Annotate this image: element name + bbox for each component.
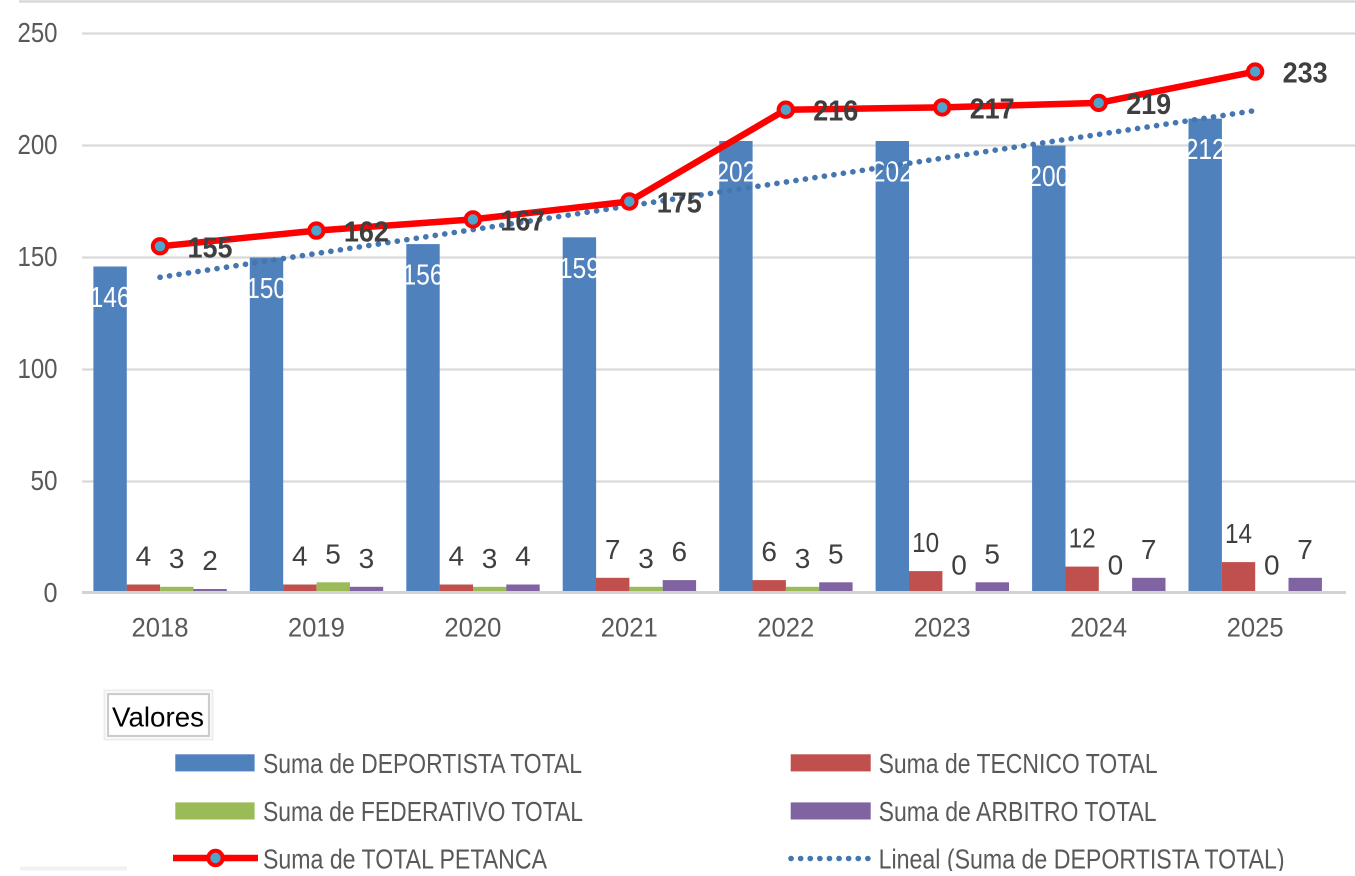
svg-text:10: 10 <box>912 527 939 558</box>
svg-text:Lineal (Suma de DEPORTISTA TOT: Lineal (Suma de DEPORTISTA TOTAL) <box>879 844 1285 872</box>
svg-text:0: 0 <box>1108 550 1124 581</box>
svg-text:150: 150 <box>246 273 287 305</box>
svg-text:200: 200 <box>1028 161 1069 193</box>
svg-text:2023: 2023 <box>914 613 971 643</box>
svg-text:0: 0 <box>1264 550 1280 581</box>
svg-text:Suma de TOTAL PETANCA: Suma de TOTAL PETANCA <box>263 844 547 872</box>
svg-text:146: 146 <box>90 282 131 314</box>
svg-text:167: 167 <box>500 205 545 237</box>
svg-text:3: 3 <box>795 543 811 574</box>
svg-text:200: 200 <box>18 129 58 160</box>
svg-text:4: 4 <box>136 541 152 572</box>
svg-text:2020: 2020 <box>444 613 501 643</box>
svg-text:4: 4 <box>449 541 465 572</box>
svg-text:Valores: Valores <box>112 702 204 733</box>
svg-text:3: 3 <box>482 543 498 574</box>
svg-text:7: 7 <box>1141 534 1157 565</box>
svg-text:217: 217 <box>970 93 1015 125</box>
svg-text:2025: 2025 <box>1227 613 1284 643</box>
svg-text:7: 7 <box>605 534 621 565</box>
svg-text:100: 100 <box>18 353 58 384</box>
svg-text:Suma de DEPORTISTA TOTAL: Suma de DEPORTISTA TOTAL <box>263 748 582 779</box>
svg-text:175: 175 <box>657 188 702 220</box>
svg-text:250: 250 <box>18 17 58 48</box>
svg-text:4: 4 <box>515 541 531 572</box>
svg-text:2024: 2024 <box>1070 613 1127 643</box>
svg-text:5: 5 <box>828 538 844 569</box>
svg-text:4: 4 <box>292 541 308 572</box>
svg-text:5: 5 <box>984 538 1000 569</box>
svg-text:6: 6 <box>761 536 777 567</box>
svg-text:Suma de TECNICO TOTAL: Suma de TECNICO TOTAL <box>879 748 1158 779</box>
svg-text:219: 219 <box>1126 89 1171 121</box>
svg-text:155: 155 <box>188 232 233 264</box>
svg-text:12: 12 <box>1069 523 1096 554</box>
svg-text:6: 6 <box>672 536 688 567</box>
svg-text:3: 3 <box>359 543 375 574</box>
svg-text:202: 202 <box>715 157 756 189</box>
svg-text:Suma de FEDERATIVO TOTAL: Suma de FEDERATIVO TOTAL <box>263 796 583 827</box>
svg-text:202: 202 <box>872 157 913 189</box>
svg-text:233: 233 <box>1283 58 1328 90</box>
svg-text:7: 7 <box>1297 534 1313 565</box>
svg-text:150: 150 <box>18 241 58 272</box>
svg-text:3: 3 <box>638 543 654 574</box>
svg-text:2019: 2019 <box>288 613 345 643</box>
svg-text:162: 162 <box>344 217 389 249</box>
svg-text:0: 0 <box>44 577 58 608</box>
svg-text:159: 159 <box>559 253 600 285</box>
svg-text:14: 14 <box>1225 518 1252 549</box>
svg-text:2018: 2018 <box>132 613 189 643</box>
svg-text:2022: 2022 <box>757 613 814 643</box>
svg-text:2: 2 <box>202 545 218 576</box>
svg-text:0: 0 <box>951 550 967 581</box>
svg-text:3: 3 <box>169 543 185 574</box>
svg-text:156: 156 <box>403 260 444 292</box>
svg-text:50: 50 <box>31 465 58 496</box>
svg-text:212: 212 <box>1185 134 1226 166</box>
svg-text:2021: 2021 <box>601 613 658 643</box>
svg-text:216: 216 <box>813 96 858 128</box>
svg-text:5: 5 <box>325 538 341 569</box>
svg-text:Suma de ARBITRO TOTAL: Suma de ARBITRO TOTAL <box>879 796 1157 827</box>
